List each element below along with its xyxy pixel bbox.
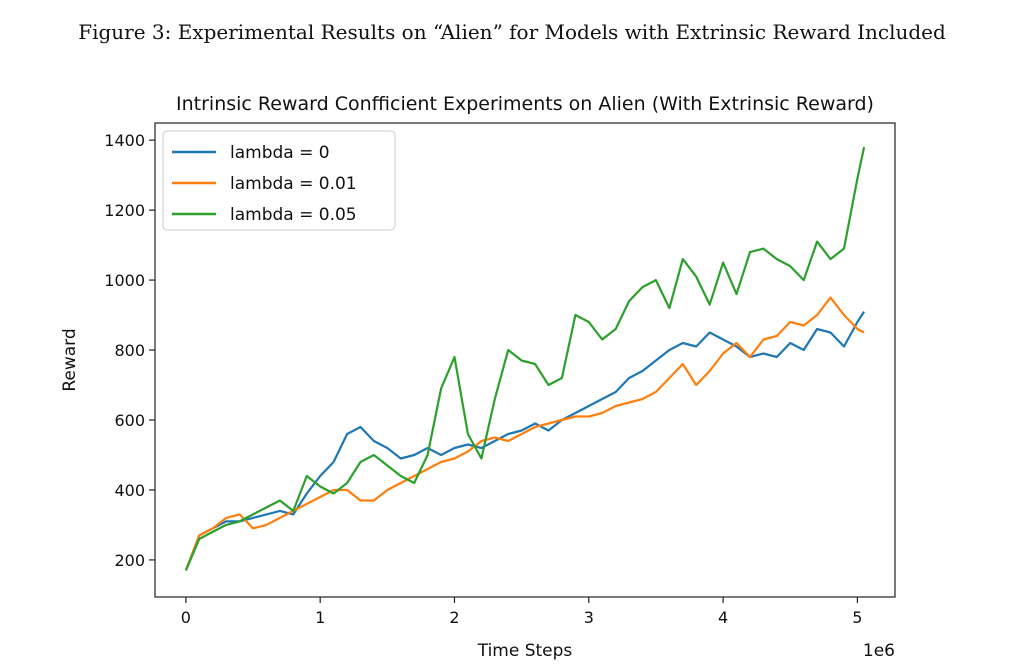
legend-label: lambda = 0.01 xyxy=(230,174,357,194)
y-tick-label: 800 xyxy=(114,341,145,360)
x-tick-label: 1 xyxy=(315,608,325,627)
figure-caption: Figure 3: Experimental Results on “Alien… xyxy=(78,20,946,44)
x-offset-label: 1e6 xyxy=(863,641,895,661)
y-tick-label: 1000 xyxy=(104,271,145,290)
x-tick-label: 4 xyxy=(718,608,728,627)
y-axis-label: Reward xyxy=(60,328,80,391)
plot-frame xyxy=(154,122,896,598)
y-tick-label: 200 xyxy=(114,551,145,570)
series-line-0 xyxy=(184,311,866,571)
y-tick-label: 1200 xyxy=(104,201,145,220)
x-tick-label: 2 xyxy=(449,608,459,627)
series-line-2 xyxy=(184,146,866,571)
legend-box xyxy=(162,130,396,231)
x-tick-label: 3 xyxy=(584,608,594,627)
x-axis-label: Time Steps xyxy=(477,641,573,661)
series-line-1 xyxy=(184,296,865,571)
x-tick-label: 5 xyxy=(852,608,862,627)
legend: lambda = 0 lambda = 0.01 lambda = 0.05 xyxy=(162,130,396,231)
x-tick-label: 0 xyxy=(181,608,191,627)
y-tick-label: 1400 xyxy=(104,131,145,150)
legend-label: lambda = 0 xyxy=(230,143,330,163)
y-tick-label: 600 xyxy=(114,411,145,430)
legend-label: lambda = 0.05 xyxy=(230,205,357,225)
chart-title: Intrinsic Reward Confficient Experiments… xyxy=(176,93,874,115)
y-tick-label: 400 xyxy=(114,481,145,500)
